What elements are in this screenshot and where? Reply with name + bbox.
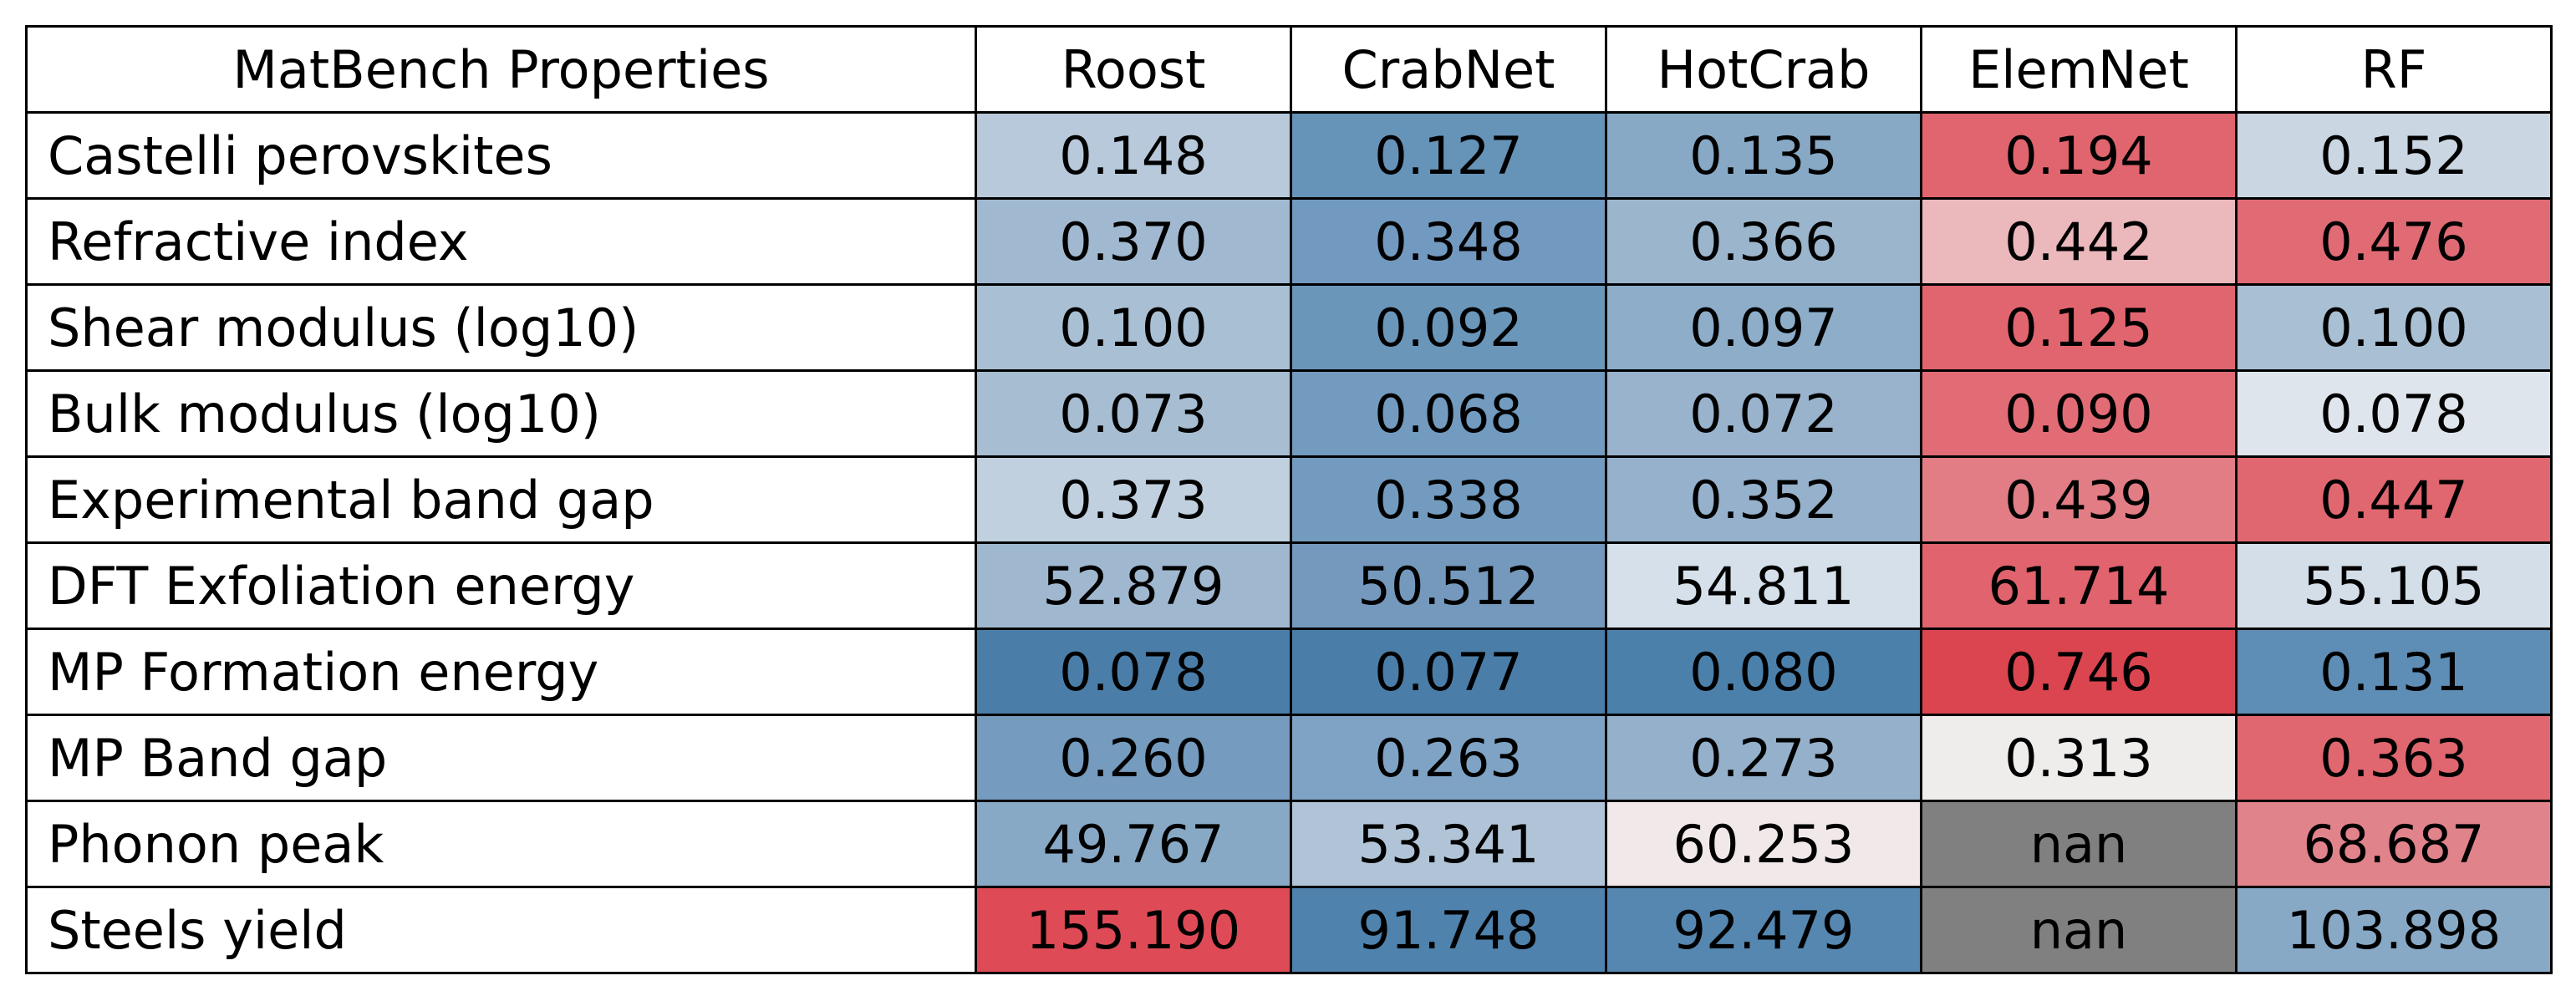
header-properties: MatBench Properties [25, 25, 977, 114]
table-row: Shear modulus (log10) 0.100 0.092 0.097 0.12… [25, 283, 2553, 372]
value-cell: 0.100 [2235, 283, 2553, 372]
value-cell: 0.092 [1290, 283, 1607, 372]
value-cell: 91.748 [1290, 886, 1607, 974]
value-cell: 0.152 [2235, 111, 2553, 200]
table-row: Castelli perovskites 0.148 0.127 0.135 0.194… [25, 111, 2553, 200]
value-cell: 0.373 [975, 455, 1292, 544]
value-cell: 92.479 [1605, 886, 1922, 974]
value-cell: 0.078 [975, 628, 1292, 716]
table-row: Phonon peak 49.767 53.341 60.253 nan 68.687 [25, 800, 2553, 888]
value-cell: 52.879 [975, 541, 1292, 630]
table-row: Bulk modulus (log10) 0.073 0.068 0.072 0.090… [25, 369, 2553, 458]
value-cell: 50.512 [1290, 541, 1607, 630]
value-cell: 0.072 [1605, 369, 1922, 458]
value-cell: 54.811 [1605, 541, 1922, 630]
value-cell: 0.338 [1290, 455, 1607, 544]
property-name: MP Formation energy [25, 628, 977, 716]
property-name: Steels yield [25, 886, 977, 974]
value-cell: 60.253 [1605, 800, 1922, 888]
value-cell: 0.313 [1920, 714, 2237, 802]
header-model: CrabNet [1290, 25, 1607, 114]
value-cell: 0.073 [975, 369, 1292, 458]
value-cell: nan [1920, 886, 2237, 974]
value-cell: 0.447 [2235, 455, 2553, 544]
value-cell: 0.125 [1920, 283, 2237, 372]
property-name: Shear modulus (log10) [25, 283, 977, 372]
value-cell: 0.097 [1605, 283, 1922, 372]
value-cell: 0.260 [975, 714, 1292, 802]
table-row: Refractive index 0.370 0.348 0.366 0.442 0.47… [25, 197, 2553, 286]
header-row: MatBench Properties Roost CrabNet HotCra… [25, 25, 2553, 114]
value-cell: 0.131 [2235, 628, 2553, 716]
value-cell: 61.714 [1920, 541, 2237, 630]
value-cell: 0.077 [1290, 628, 1607, 716]
table-row: Experimental band gap 0.373 0.338 0.352 0.43… [25, 455, 2553, 544]
value-cell: 49.767 [975, 800, 1292, 888]
property-name: Experimental band gap [25, 455, 977, 544]
table-row: MP Band gap 0.260 0.263 0.273 0.313 0.363 [25, 714, 2553, 802]
value-cell: 155.190 [975, 886, 1292, 974]
value-cell: 0.352 [1605, 455, 1922, 544]
matbench-results-table: MatBench Properties Roost CrabNet HotCra… [25, 25, 2553, 974]
value-cell: 0.135 [1605, 111, 1922, 200]
value-cell: 55.105 [2235, 541, 2553, 630]
value-cell: 103.898 [2235, 886, 2553, 974]
table-row: MP Formation energy 0.078 0.077 0.080 0.746 0… [25, 628, 2553, 716]
value-cell: 0.370 [975, 197, 1292, 286]
property-name: Bulk modulus (log10) [25, 369, 977, 458]
value-cell: nan [1920, 800, 2237, 888]
table-row: Steels yield 155.190 91.748 92.479 nan 103.89… [25, 886, 2553, 974]
header-model: HotCrab [1605, 25, 1922, 114]
value-cell: 0.746 [1920, 628, 2237, 716]
value-cell: 0.476 [2235, 197, 2553, 286]
value-cell: 0.263 [1290, 714, 1607, 802]
value-cell: 0.442 [1920, 197, 2237, 286]
property-name: MP Band gap [25, 714, 977, 802]
property-name: Castelli perovskites [25, 111, 977, 200]
table-row: DFT Exfoliation energy 52.879 50.512 54.811… [25, 541, 2553, 630]
value-cell: 0.366 [1605, 197, 1922, 286]
value-cell: 0.348 [1290, 197, 1607, 286]
value-cell: 0.148 [975, 111, 1292, 200]
value-cell: 53.341 [1290, 800, 1607, 888]
value-cell: 0.100 [975, 283, 1292, 372]
property-name: Phonon peak [25, 800, 977, 888]
property-name: Refractive index [25, 197, 977, 286]
header-model: ElemNet [1920, 25, 2237, 114]
value-cell: 0.090 [1920, 369, 2237, 458]
header-model: RF [2235, 25, 2553, 114]
value-cell: 0.078 [2235, 369, 2553, 458]
property-name: DFT Exfoliation energy [25, 541, 977, 630]
value-cell: 0.363 [2235, 714, 2553, 802]
value-cell: 68.687 [2235, 800, 2553, 888]
value-cell: 0.194 [1920, 111, 2237, 200]
value-cell: 0.439 [1920, 455, 2237, 544]
header-model: Roost [975, 25, 1292, 114]
value-cell: 0.273 [1605, 714, 1922, 802]
value-cell: 0.080 [1605, 628, 1922, 716]
value-cell: 0.068 [1290, 369, 1607, 458]
value-cell: 0.127 [1290, 111, 1607, 200]
